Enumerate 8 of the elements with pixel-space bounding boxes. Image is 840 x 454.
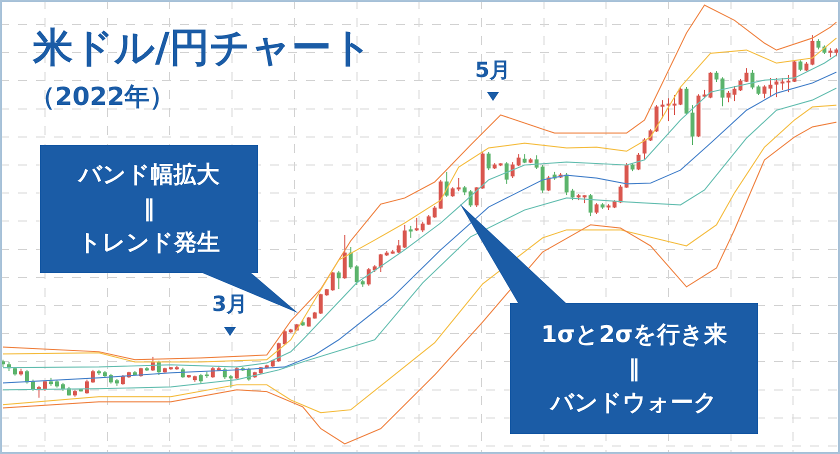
annotation: 3月: [212, 291, 248, 318]
callout-box: 1σと2σを行き来 ‖ バンドウォーク: [510, 303, 758, 434]
annotation: 1σと2σを行き来 ‖ バンドウォーク: [541, 320, 727, 418]
annotation: 5月: [475, 57, 511, 84]
callout-box: バンド幅拡大 ‖ トレンド発生: [40, 145, 258, 273]
chart-title: 米ドル/円チャート: [33, 24, 373, 73]
text: （2022年）: [30, 81, 175, 113]
annotation: バンド幅拡大 ‖ トレンド発生: [78, 161, 220, 258]
